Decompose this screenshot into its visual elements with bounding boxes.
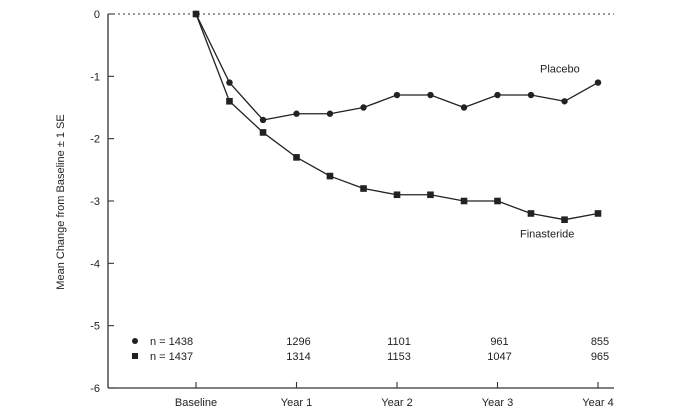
finasteride-point	[326, 172, 334, 180]
y-tick-label: -5	[90, 321, 100, 333]
n-count: 1296	[286, 336, 310, 348]
n-label: n = 1438	[150, 336, 193, 348]
x-tick-label: Year 4	[582, 397, 613, 409]
n-count: 855	[591, 336, 609, 348]
ticks-layer: 0 -1 -2 -3 -4 -5 -6 Baseline Year 1 Year 2 Year 3 Y…	[90, 9, 613, 409]
finasteride-point	[360, 185, 367, 192]
placebo-point	[494, 91, 501, 99]
y-axis-title: Mean Change from Baseline ± 1 SE	[55, 114, 67, 289]
n-count: 961	[490, 336, 508, 348]
placebo-point	[527, 91, 535, 99]
n-count: 1153	[387, 351, 411, 363]
sample-size-table: n = 1438 1296 1101 961 855 n = 1437 1314 1153 10…	[132, 336, 609, 363]
placebo-point	[460, 104, 468, 111]
finasteride-point	[393, 191, 401, 199]
n-row-placebo: n = 1438 1296 1101 961 855	[132, 336, 609, 348]
finasteride-point	[226, 97, 233, 105]
finasteride-point	[293, 154, 300, 161]
placebo-point	[259, 116, 267, 124]
n-count: 1314	[286, 351, 310, 363]
axes-layer	[107, 13, 614, 389]
finasteride-point	[192, 10, 200, 18]
placebo-point	[360, 104, 367, 111]
x-tick-label: Year 3	[482, 397, 513, 409]
y-tick-label: -6	[90, 383, 100, 395]
finasteride-point	[594, 210, 602, 217]
y-tick-label: -4	[90, 258, 100, 270]
placebo-line	[195, 13, 599, 121]
finasteride-point	[561, 216, 568, 223]
placebo-point	[594, 79, 602, 86]
series-layer: Placebo Finasteride	[192, 10, 602, 240]
placebo-label: Placebo	[540, 64, 580, 76]
series-finasteride: Finasteride	[192, 10, 602, 240]
placebo-point	[393, 91, 401, 99]
n-count: 1101	[387, 336, 411, 348]
finasteride-label: Finasteride	[520, 228, 574, 240]
n-row-marker-square	[132, 353, 138, 359]
placebo-point	[293, 110, 300, 117]
series-placebo: Placebo	[192, 10, 602, 124]
placebo-point	[427, 91, 434, 99]
finasteride-point	[460, 197, 468, 205]
y-tick-label: -3	[90, 196, 100, 208]
y-tick-label: -1	[90, 71, 100, 83]
n-label: n = 1437	[150, 351, 193, 363]
finasteride-line	[195, 13, 599, 221]
y-tick-label: 0	[94, 9, 100, 21]
x-tick-label: Year 2	[381, 397, 412, 409]
n-count: 965	[591, 351, 609, 363]
placebo-point	[326, 110, 334, 117]
x-tick-label: Baseline	[175, 397, 217, 409]
y-tick-label: -2	[90, 134, 100, 146]
finasteride-point	[527, 210, 535, 217]
n-row-marker-circle	[132, 338, 138, 344]
n-count: 1047	[487, 351, 511, 363]
placebo-point	[226, 79, 233, 86]
finasteride-point	[494, 197, 501, 205]
finasteride-point	[427, 191, 434, 199]
finasteride-point	[259, 129, 267, 136]
placebo-point	[561, 98, 568, 105]
n-row-finasteride: n = 1437 1314 1153 1047 965	[132, 351, 609, 363]
x-tick-label: Year 1	[281, 397, 312, 409]
